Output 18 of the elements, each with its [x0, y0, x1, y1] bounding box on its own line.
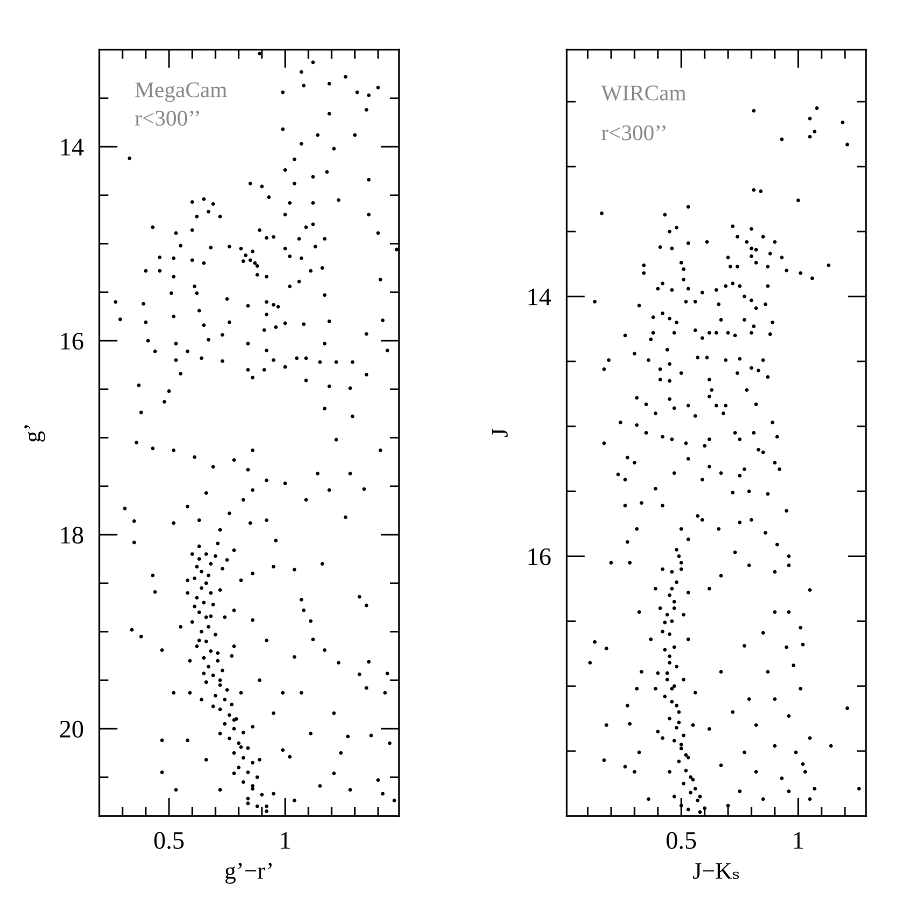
- x-axis-title: J−Kₛ: [693, 863, 740, 879]
- x-tick-label: 1: [794, 832, 803, 849]
- annotation: MegaCam: [135, 82, 227, 102]
- y-tick-label: 14: [61, 138, 84, 156]
- x-tick-label: 0.5: [666, 832, 696, 849]
- y-axis-title: g’: [24, 425, 46, 442]
- x-tick-label: 0.5: [154, 832, 184, 849]
- x-axis-title: g’−r’: [225, 862, 272, 884]
- y-tick-label: 20: [60, 720, 84, 738]
- x-tick-label: 1: [281, 832, 290, 849]
- y-tick-label: 18: [61, 526, 84, 544]
- y-tick-label: 16: [528, 548, 551, 566]
- y-tick-label: 16: [61, 332, 84, 350]
- y-axis-title: J: [492, 428, 508, 437]
- annotation: r<300’’: [602, 125, 666, 140]
- annotation: WIRCam: [601, 86, 686, 101]
- annotation: r<300’’: [135, 110, 199, 126]
- y-tick-label: 14: [528, 288, 552, 306]
